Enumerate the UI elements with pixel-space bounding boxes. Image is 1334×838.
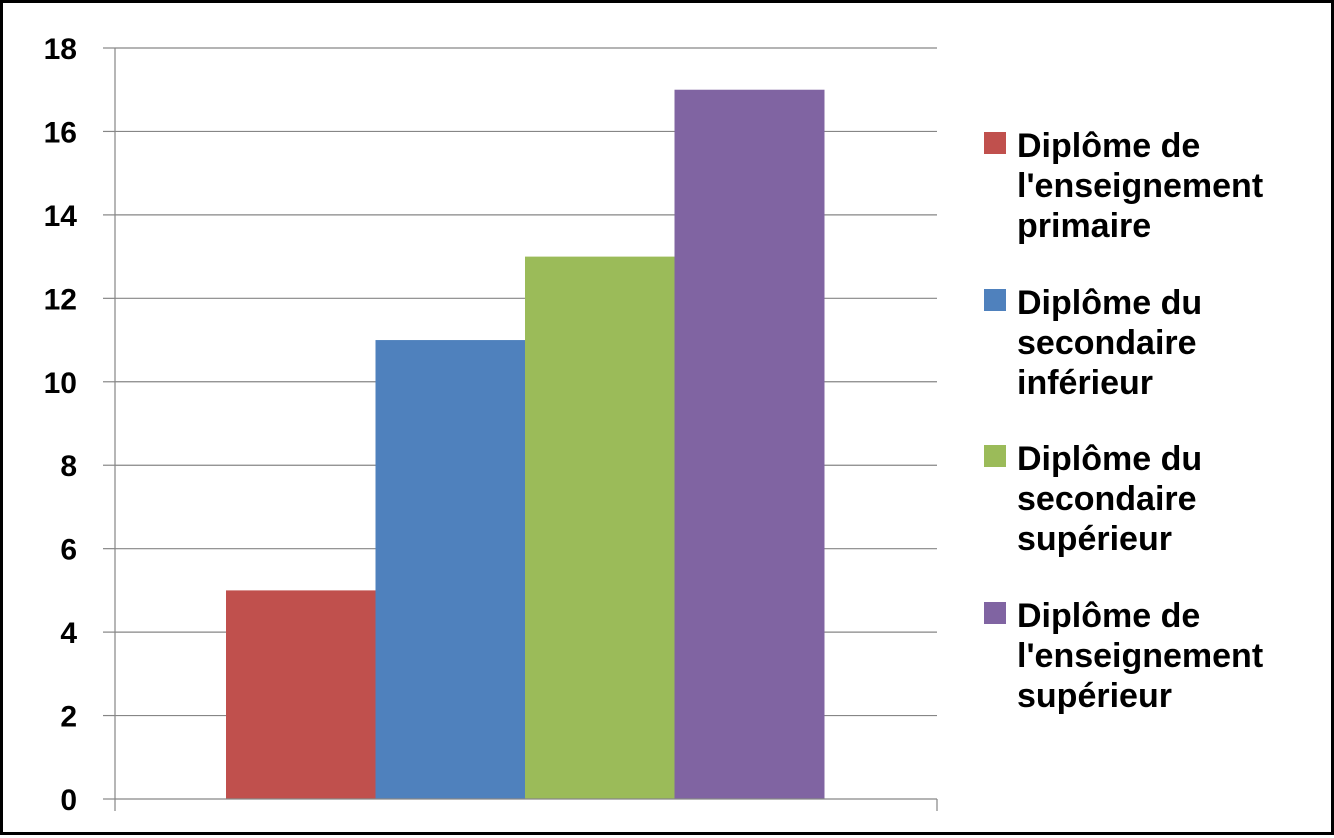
bar-2 xyxy=(375,340,526,799)
bar-3 xyxy=(525,256,675,800)
legend-label-line: Diplôme du xyxy=(1017,440,1202,478)
y-tick-label: 16 xyxy=(44,116,77,149)
legend-label-line: secondaire xyxy=(1017,480,1197,518)
legend-label-line: Diplôme de xyxy=(1017,127,1200,165)
y-tick-label: 18 xyxy=(44,33,77,66)
legend-label-line: l'enseignement xyxy=(1017,637,1263,675)
legend-label-line: secondaire xyxy=(1017,324,1197,362)
y-tick-label: 10 xyxy=(44,367,77,400)
y-tick-label: 0 xyxy=(60,784,77,817)
bar-4 xyxy=(674,89,825,799)
legend-label-line: Diplôme de xyxy=(1017,597,1200,635)
axes xyxy=(103,47,938,811)
y-tick-label: 14 xyxy=(44,200,78,233)
legend-label-line: supérieur xyxy=(1017,677,1172,715)
y-axis-tick-labels: 0 2 4 6 8 10 12 14 16 18 xyxy=(44,33,78,817)
legend-label-line: Diplôme du xyxy=(1017,284,1202,322)
legend-swatch xyxy=(984,602,1006,624)
legend-label-line: primaire xyxy=(1017,207,1151,245)
y-tick-label: 12 xyxy=(44,283,77,316)
y-tick-label: 8 xyxy=(60,450,77,483)
legend-label-line: inférieur xyxy=(1017,364,1153,402)
legend-swatch xyxy=(984,289,1006,311)
y-tick-label: 2 xyxy=(60,701,77,734)
y-tick-label: 4 xyxy=(60,617,77,650)
legend-label-line: l'enseignement xyxy=(1017,167,1263,205)
legend-swatch xyxy=(984,132,1006,154)
legend: Diplôme del'enseignementprimaireDiplôme … xyxy=(984,127,1263,715)
legend-label-line: supérieur xyxy=(1017,520,1172,558)
bars xyxy=(226,89,825,800)
legend-swatch xyxy=(984,445,1006,467)
bar-1 xyxy=(226,590,376,799)
y-tick-label: 6 xyxy=(60,534,77,567)
